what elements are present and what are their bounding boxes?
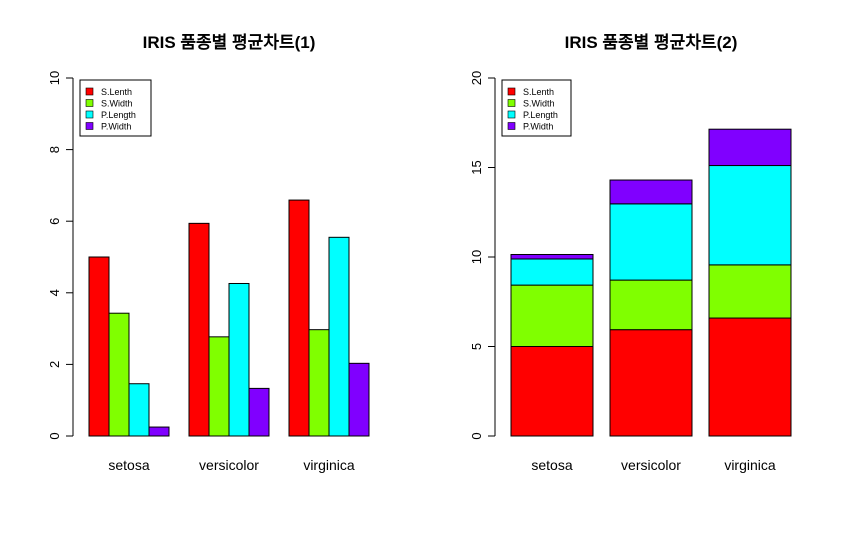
y-tick-label: 10 (47, 71, 62, 85)
chart-grouped-bar: IRIS 품종별 평균차트(1) 0 2 4 6 8 10 setosa versicolor… (47, 33, 370, 473)
bar (108, 312, 130, 437)
bar (208, 336, 230, 437)
bar (128, 383, 150, 437)
bar (188, 222, 210, 437)
bar-segment (510, 284, 594, 347)
chart-title: IRIS 품종별 평균차트(2) (565, 33, 738, 52)
category-label: virginica (724, 457, 776, 473)
legend-swatch (85, 122, 94, 130)
bar (228, 282, 250, 437)
y-tick-label: 2 (47, 361, 62, 368)
bar-segment (708, 264, 792, 319)
bar-segment (609, 179, 693, 205)
bar-segment (510, 258, 594, 286)
legend-swatch (85, 110, 94, 119)
y-tick-label: 6 (47, 218, 62, 225)
legend-swatch (85, 99, 94, 107)
chart-stacked-bar: IRIS 품종별 평균차트(2) 0 5 10 15 20 setosa versicolo… (469, 33, 792, 473)
bar-segment (609, 203, 693, 281)
y-tick-label: 8 (47, 146, 62, 153)
bar (288, 199, 310, 437)
legend-label: S.Width (523, 99, 555, 109)
legend-swatch (85, 87, 94, 96)
legend-label: P.Width (523, 122, 553, 132)
legend-label: S.Lenth (101, 87, 132, 97)
bar-segment (708, 317, 792, 437)
bar-segment (609, 329, 693, 437)
category-label: setosa (108, 457, 149, 473)
bar (308, 329, 330, 437)
bar (328, 236, 350, 437)
legend-label: P.Length (101, 110, 136, 120)
bar-segment (609, 279, 693, 331)
bar-segment (708, 165, 792, 266)
category-label: versicolor (199, 457, 259, 473)
y-tick-label: 4 (47, 289, 62, 296)
chart-title: IRIS 품종별 평균차트(1) (143, 33, 316, 52)
bar (248, 387, 270, 437)
bar-segment (510, 346, 594, 437)
legend-label: P.Width (101, 122, 131, 132)
category-label: setosa (531, 457, 572, 473)
legend-swatch (507, 99, 516, 107)
bar (348, 362, 370, 437)
category-label: virginica (303, 457, 355, 473)
legend-label: S.Lenth (523, 87, 554, 97)
bar-segment (708, 128, 792, 167)
y-tick-label: 20 (469, 71, 484, 85)
bar-segment (510, 253, 594, 260)
y-tick-label: 0 (47, 432, 62, 439)
bar (148, 426, 170, 437)
legend-label: P.Length (523, 110, 558, 120)
legend-label: S.Width (101, 99, 133, 109)
legend-swatch (507, 122, 516, 130)
bar (88, 256, 110, 437)
category-label: versicolor (621, 457, 681, 473)
y-tick-label: 0 (469, 432, 484, 439)
legend-swatch (507, 110, 516, 119)
legend-swatch (507, 87, 516, 96)
y-tick-label: 15 (469, 160, 484, 174)
y-tick-label: 10 (469, 250, 484, 264)
y-tick-label: 5 (469, 343, 484, 350)
